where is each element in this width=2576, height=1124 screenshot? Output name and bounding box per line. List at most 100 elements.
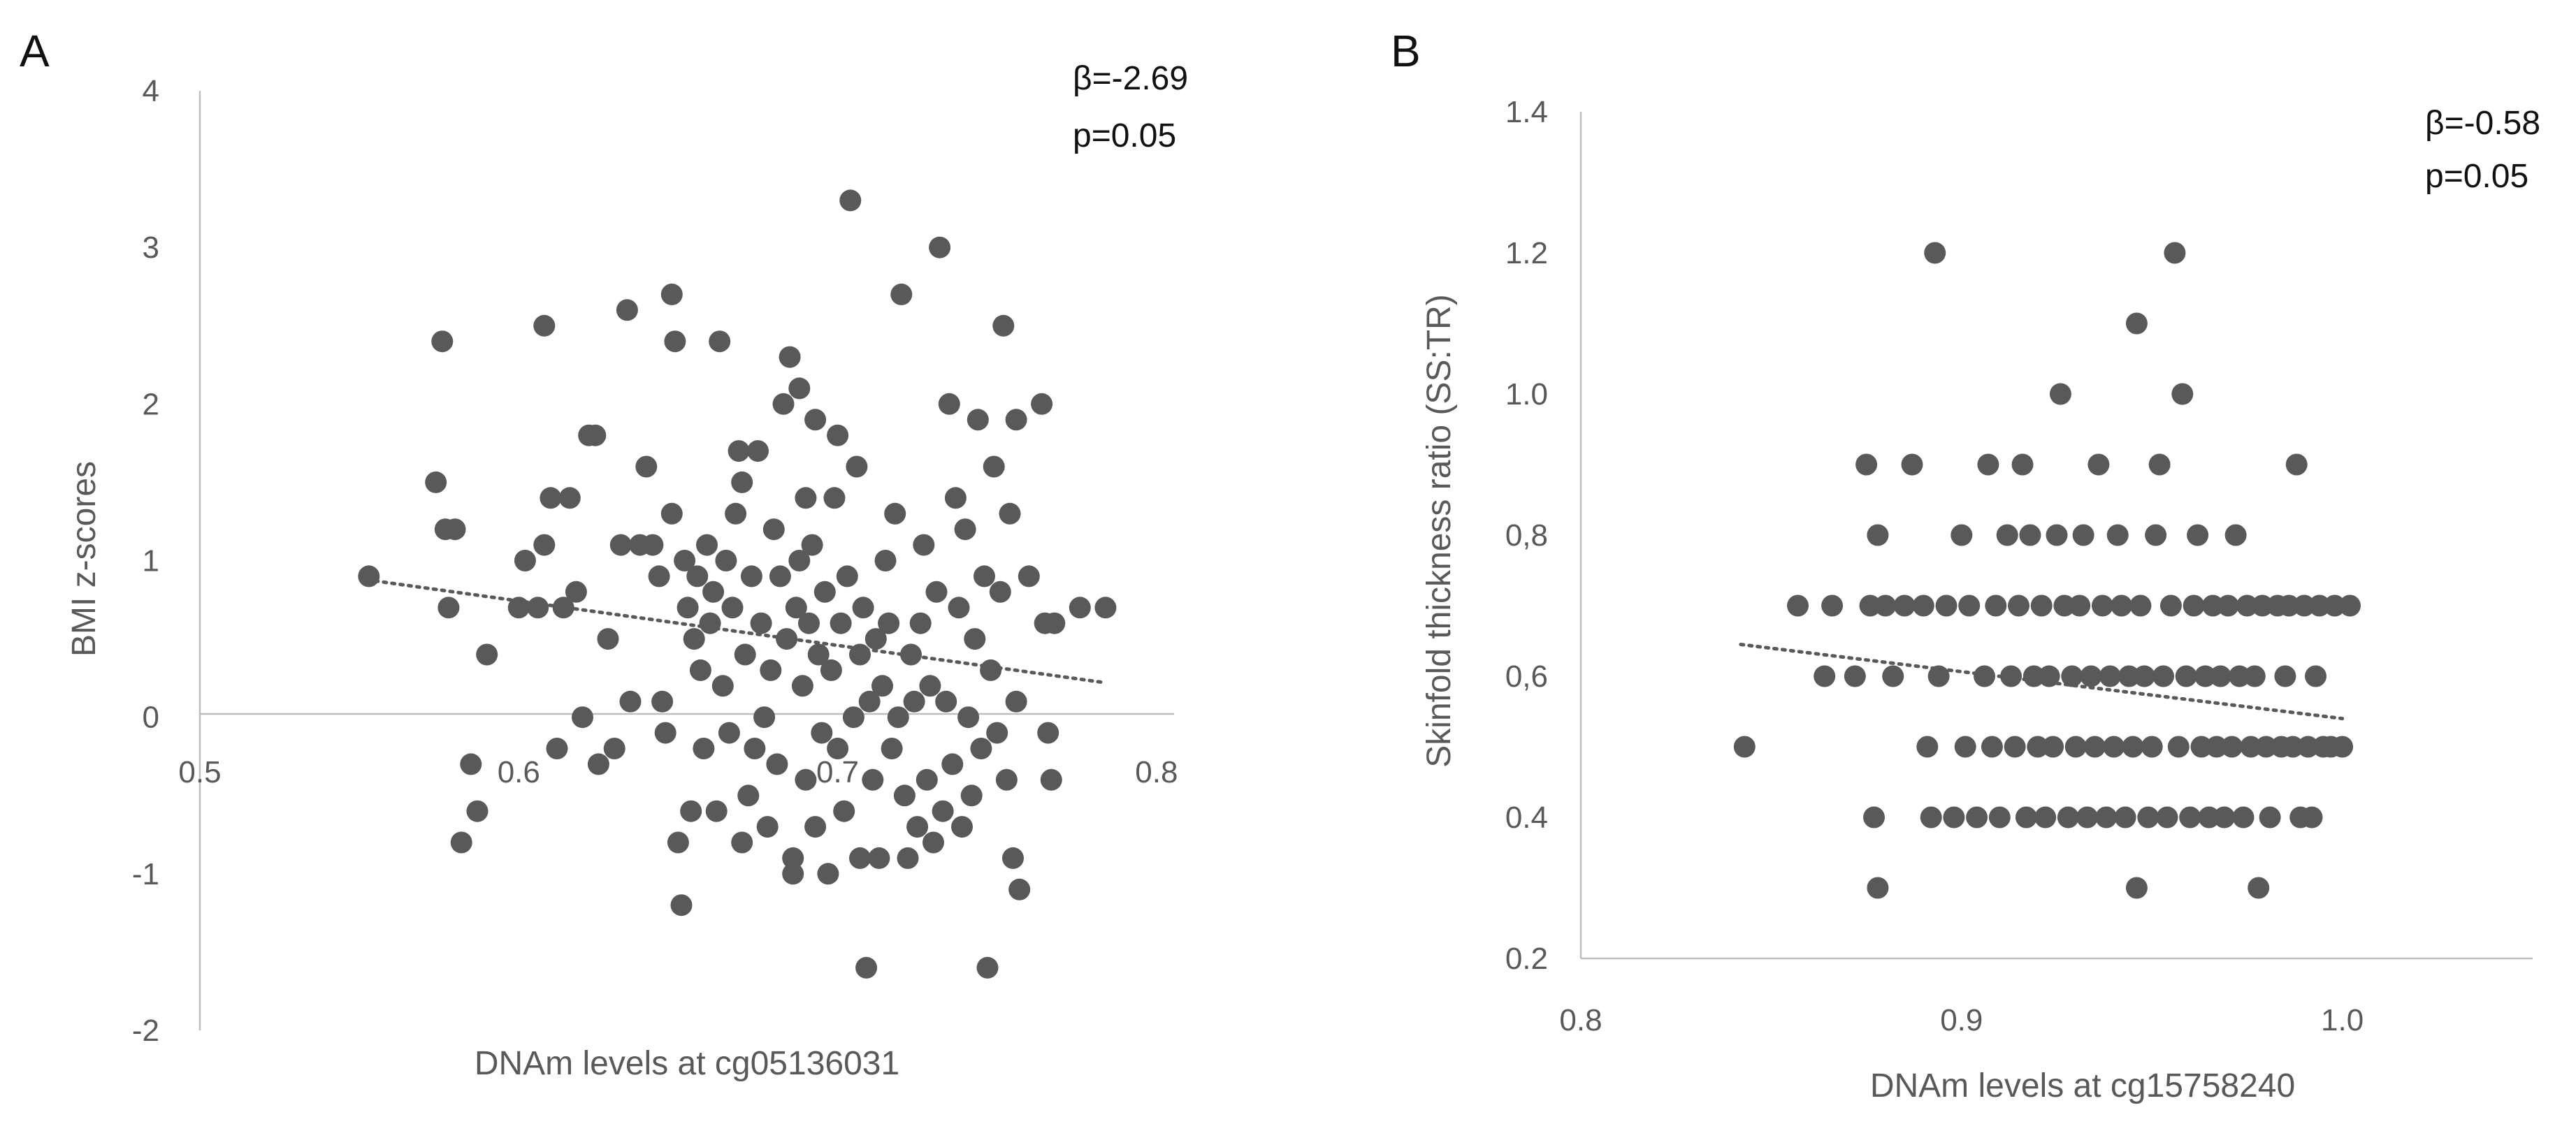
panel-a-data-point (725, 502, 747, 525)
panel-b-data-point (2011, 453, 2034, 476)
panel-a-data-point (897, 847, 919, 869)
panel-a-data-point (654, 722, 676, 744)
panel-b-data-point (1958, 594, 1981, 617)
panel-b-data-point (2034, 806, 2057, 829)
panel-b-data-point (2000, 665, 2023, 687)
panel-b-data-point (2240, 736, 2262, 758)
panel-a-data-point (935, 690, 957, 713)
panel-a-data-point (887, 706, 909, 729)
panel-a-data-point (974, 565, 995, 587)
panel-a-data-point (967, 409, 989, 431)
panel-a-data-point (871, 675, 893, 697)
panel-b-x-tick-label: 0.8 (1559, 1003, 1602, 1037)
panel-a-data-point (957, 706, 980, 729)
panel-a-data-point (772, 393, 795, 415)
panel-a-data-point (881, 738, 903, 759)
panel-a-x-axis-title: DNAm levels at cg05136031 (475, 1045, 899, 1082)
panel-b-data-point (2061, 665, 2083, 687)
panel-a-data-point (951, 816, 973, 838)
panel-b-data-point (1943, 806, 1965, 829)
panel-a-data-point (903, 690, 925, 713)
panel-b-y-tick-label: 0.4 (1505, 801, 1548, 835)
panel-a-y-tick-label: 3 (143, 231, 159, 265)
panel-b-y-tick-label: 0.2 (1505, 942, 1548, 976)
panel-b-data-point (2111, 594, 2133, 617)
panel-b-data-point (2229, 665, 2250, 687)
panel-a-data-point (788, 377, 811, 400)
panel-a-data-point (572, 706, 593, 729)
panel-a-data-point (693, 738, 715, 759)
panel-b-y-axis-title: Skinfold thickness ratio (SS:TR) (1421, 294, 1458, 768)
panel-a-data-point (983, 455, 1005, 478)
panel-b-data-point (2137, 806, 2159, 829)
panel-b-data-point (2064, 736, 2087, 758)
panel-b-data-point (2080, 665, 2102, 687)
panel-a-data-point (731, 831, 753, 854)
panel-a-data-point (721, 597, 744, 619)
panel-b-data-point (2206, 736, 2228, 758)
panel-a-data-point (540, 487, 562, 509)
panel-a-data-point (846, 455, 868, 478)
panel-a-data-point (906, 816, 929, 838)
panel-b-p-annotation: p=0.05 (2425, 158, 2528, 195)
panel-b-data-point (2046, 524, 2068, 546)
panel-b-data-point (2106, 524, 2129, 546)
panel-a-data-point (769, 565, 791, 587)
panel-b-data-point (2213, 806, 2236, 829)
panel-b-data-point (2255, 736, 2278, 758)
panel-b-data-point (2339, 594, 2361, 617)
panel-b-data-point (2095, 806, 2118, 829)
panel-b-data-point (2069, 594, 2091, 617)
panel-b-data-point (2125, 877, 2148, 899)
panel-a-data-point (960, 784, 983, 807)
panel-b-data-point (1981, 736, 2003, 758)
panel-b-data-point (2004, 736, 2026, 758)
panel-a-data-point (358, 565, 380, 587)
panel-b-data-point (2015, 806, 2037, 829)
panel-a-data-point (811, 722, 833, 744)
panel-a-data-point (715, 550, 737, 571)
panel-a-data-point (864, 628, 887, 650)
panel-a-data-point (919, 675, 941, 697)
panel-a-data-point (929, 236, 951, 258)
panel-b-data-point (1859, 594, 1881, 617)
panel-a-data-point (842, 706, 864, 729)
panel-b-data-point (2122, 736, 2144, 758)
panel-a-data-point (619, 690, 642, 713)
panel-b-data-point (2084, 736, 2106, 758)
panel-a-data-point (964, 628, 986, 650)
panel-a-x-tick-label: 0.5 (178, 755, 221, 789)
panel-b-data-point (2042, 736, 2064, 758)
panel-a-data-point (558, 487, 581, 509)
panel-a-data-point (785, 597, 807, 619)
panel-b-data-point (1901, 453, 1923, 476)
panel-a-data-point (890, 283, 913, 305)
panel-a-data-point (616, 299, 638, 321)
panel-a-data-point (782, 863, 804, 885)
panel-b-x-axis-title: DNAm levels at cg15758240 (1870, 1067, 2295, 1104)
panel-b-data-point (2145, 524, 2167, 546)
panel-a-data-point (944, 487, 967, 509)
panel-a-data-point (1069, 597, 1091, 619)
panel-a-data-point (476, 643, 498, 666)
panel-a-scatter-chart: A -2 -1 0 1 2 3 4 0.5 0.6 0.7 0.8 BMI z-scores DN… (20, 26, 1188, 1082)
panel-b-data-point (2259, 806, 2281, 829)
panel-a-data-point (740, 565, 762, 587)
panel-a-data-point (941, 753, 964, 775)
panel-a-data-point (1031, 393, 1053, 415)
panel-b-data-point (1951, 524, 1973, 546)
panel-a-data-point (999, 502, 1021, 525)
panel-a-data-point (689, 659, 711, 681)
panel-b-data-point (2091, 594, 2113, 617)
panel-b-y-tick-labels: 0.2 0.4 0,6 0,8 1.0 1.2 1.4 (1505, 95, 1548, 976)
panel-a-data-point (762, 518, 785, 541)
panel-a-data-point (804, 816, 827, 838)
panel-b-y-tick-label: 1.2 (1505, 236, 1548, 270)
panel-a-data-point (932, 800, 954, 822)
panel-b-data-point (2099, 665, 2121, 687)
panel-b-data-point (2179, 806, 2201, 829)
panel-a-data-point (813, 581, 836, 603)
panel-b-data-point (2217, 594, 2239, 617)
panel-a-data-point (670, 894, 693, 917)
panel-b-data-point (1985, 594, 2007, 617)
